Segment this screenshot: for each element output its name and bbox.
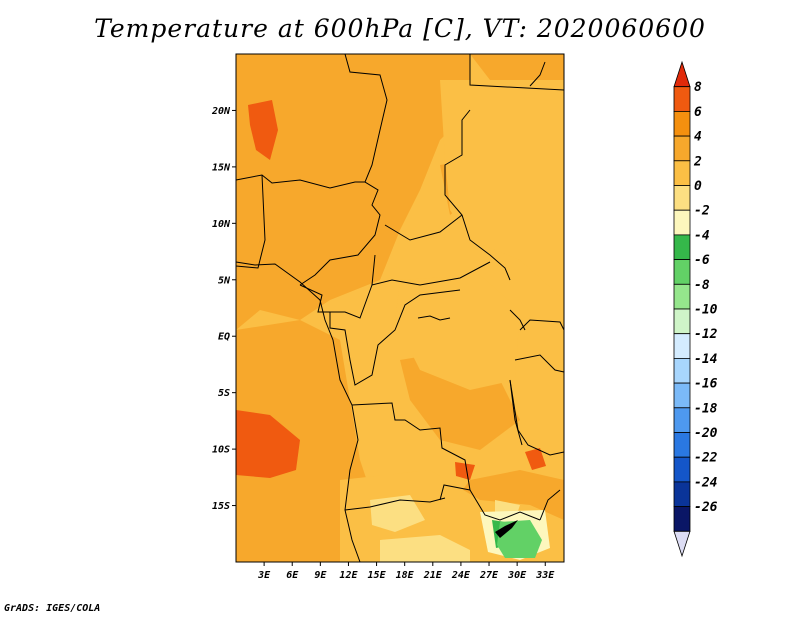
colorbar-label: 4 (694, 130, 702, 145)
map-title: Temperature at 600hPa [C], VT: 202006060… (94, 14, 706, 43)
lon-tick-label: 33E (535, 570, 555, 581)
grads-credit: GrADS: IGES/COLA (4, 603, 101, 614)
lat-tick-label: 20N (211, 106, 231, 117)
colorbar-bin (673, 333, 691, 359)
region-0-2 (395, 275, 520, 390)
lat-tick-label: EQ (218, 332, 230, 343)
lon-tick-label: 15E (368, 570, 387, 581)
lon-tick-label: 27E (479, 570, 499, 581)
colorbar-bin (673, 506, 691, 532)
lake-line (509, 379, 523, 446)
colorbar-label: 6 (694, 105, 702, 120)
colorbar-bin (673, 86, 691, 112)
colorbar-bin (673, 308, 691, 335)
colorbar-bin (673, 135, 691, 162)
colorbar-bin (673, 111, 691, 137)
colorbar-label: -12 (694, 327, 718, 342)
country-borders (235, 53, 565, 563)
colorbar-bin (673, 357, 691, 384)
colorbar-label: -20 (694, 426, 718, 441)
border-line (469, 489, 541, 521)
colorbar-bin (673, 160, 691, 186)
colorbar-label: -26 (694, 500, 718, 515)
border-line (299, 284, 373, 319)
colorbar-label: -4 (694, 228, 710, 243)
lon-tick-label: 12E (339, 570, 358, 581)
lake-line (529, 61, 546, 87)
colorbar-label: 8 (694, 80, 702, 95)
lake-kariba (495, 520, 518, 538)
colorbar-label: -14 (694, 352, 718, 367)
colorbar-label: -2 (694, 204, 710, 219)
colorbar-bottom-arrow (673, 530, 691, 558)
border-line (469, 54, 565, 91)
lake-line (417, 315, 451, 321)
colorbar-bin (673, 283, 691, 310)
border-line (371, 254, 491, 286)
lon-tick-label: 30E (507, 570, 527, 581)
colorbar-bin (673, 432, 691, 458)
colorbar-bin (673, 234, 691, 260)
colorbar-bin (673, 481, 691, 507)
border-line (384, 214, 463, 241)
lon-tick-label: 3E (257, 570, 271, 581)
colorbar-label: 0 (694, 179, 702, 194)
colorbar-label: -8 (694, 278, 710, 293)
region-4-6 (236, 410, 300, 478)
border-line (444, 109, 511, 281)
lat-tick-label: 5N (218, 275, 231, 286)
lon-tick-label: 18E (396, 570, 415, 581)
colorbar-label: -24 (694, 475, 718, 490)
region-2-4 (236, 54, 470, 330)
lon-tick-label: 6E (286, 570, 299, 581)
region-4-6 (455, 462, 475, 480)
colorbar-bin (673, 407, 691, 433)
region-2-4 (470, 54, 564, 86)
shading-layer (236, 54, 564, 562)
region-0-2 (440, 80, 564, 300)
colorbar-bin (673, 456, 691, 483)
colorbar-bin (673, 259, 691, 285)
colorbar-label: -10 (694, 303, 718, 318)
lake-line (509, 309, 526, 331)
colorbar-label: 2 (693, 154, 702, 169)
border-line (509, 379, 565, 456)
coastline (235, 261, 361, 563)
colorbar-top-arrow (673, 60, 691, 88)
lat-tick-label: 10S (212, 445, 230, 456)
lon-tick-label: 24E (451, 570, 471, 581)
lat-axis: 20N 15N 10N 5N EQ 5S 10S 15S (211, 106, 236, 512)
colorbar: 8 6 4 2 0 -2 -4 -6 -8 -10 -12 -14 -16 -18 -20 -22 -24 -26 (673, 60, 718, 558)
lat-tick-label: 10N (212, 219, 231, 230)
region-minus2-0 (380, 535, 470, 562)
border-line (519, 319, 565, 331)
border-line (299, 53, 388, 286)
lon-tick-label: 21E (423, 570, 443, 581)
colorbar-label: -16 (694, 377, 718, 392)
lon-tick-label: 9E (314, 570, 327, 581)
border-line (539, 489, 561, 521)
border-line (351, 402, 471, 501)
map-border (235, 53, 565, 563)
colorbar-bin (673, 382, 691, 409)
colorbar-label: -6 (694, 253, 710, 268)
lat-tick-label: 15S (212, 501, 230, 512)
lat-tick-label: 15N (212, 162, 231, 173)
colorbar-label: -18 (694, 401, 718, 416)
colorbar-label: -22 (694, 451, 718, 466)
map-frame: 20N 15N 10N 5N EQ 5S 10S 15S 3E 6E 9E 12E 15E 18E 21E… (211, 53, 565, 581)
colorbar-bin (673, 185, 691, 211)
border-line (329, 289, 461, 386)
region-4-6 (525, 448, 546, 470)
colorbar-bin (673, 209, 691, 236)
lat-tick-label: 5S (218, 388, 230, 399)
border-line (514, 354, 565, 373)
lon-axis: 3E 6E 9E 12E 15E 18E 21E 24E 27E 30E 33E (257, 562, 555, 581)
border-line (235, 174, 266, 269)
region-4-6 (248, 100, 278, 160)
border-line (344, 497, 446, 511)
